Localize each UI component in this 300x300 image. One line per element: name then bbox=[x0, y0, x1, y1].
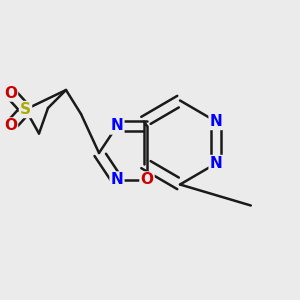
Text: N: N bbox=[111, 172, 123, 188]
Text: O: O bbox=[4, 85, 17, 100]
Text: S: S bbox=[20, 102, 31, 117]
Text: N: N bbox=[210, 156, 222, 171]
Text: O: O bbox=[4, 118, 17, 134]
Text: N: N bbox=[210, 114, 222, 129]
Text: O: O bbox=[140, 172, 154, 188]
Text: N: N bbox=[111, 118, 123, 134]
